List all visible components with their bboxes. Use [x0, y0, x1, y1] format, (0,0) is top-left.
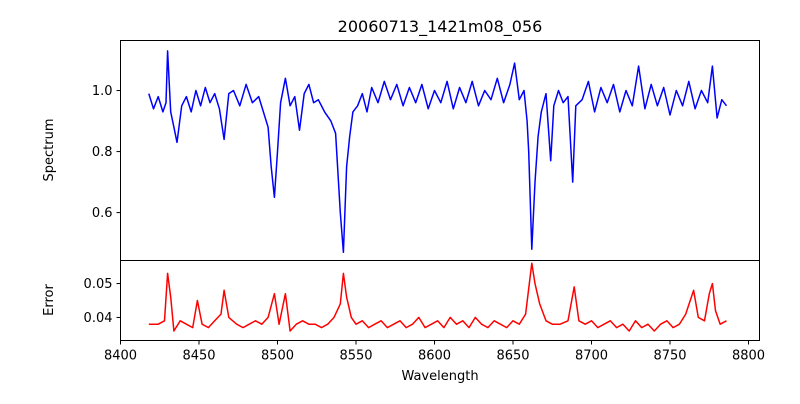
x-tick-label: 8650	[496, 349, 529, 364]
x-tick-label: 8750	[653, 349, 686, 364]
x-tick-label: 8400	[104, 349, 137, 364]
y-tick-label: 0.8	[92, 145, 113, 160]
y-tick-label: 0.04	[84, 311, 113, 326]
error-line	[148, 262, 727, 332]
y-tick-label: 0.6	[92, 206, 113, 221]
x-tick-label: 8550	[339, 349, 372, 364]
top-y-axis-label: Spectrum	[42, 119, 57, 182]
x-tick-label: 8600	[418, 349, 451, 364]
x-axis-label: Wavelength	[401, 369, 478, 384]
bottom-y-axis-label: Error	[42, 284, 57, 316]
top-axes-frame	[120, 40, 760, 261]
y-tick-label: 0.05	[84, 277, 113, 292]
x-tick-label: 8450	[182, 349, 215, 364]
bottom-axes-frame	[120, 260, 760, 341]
chart-title: 20060713_1421m08_056	[338, 17, 543, 37]
x-tick-label: 8700	[575, 349, 608, 364]
y-tick-label: 1.0	[92, 84, 113, 99]
spectrum-line	[148, 50, 728, 254]
x-tick-label: 8500	[261, 349, 294, 364]
x-tick-label: 8800	[732, 349, 765, 364]
